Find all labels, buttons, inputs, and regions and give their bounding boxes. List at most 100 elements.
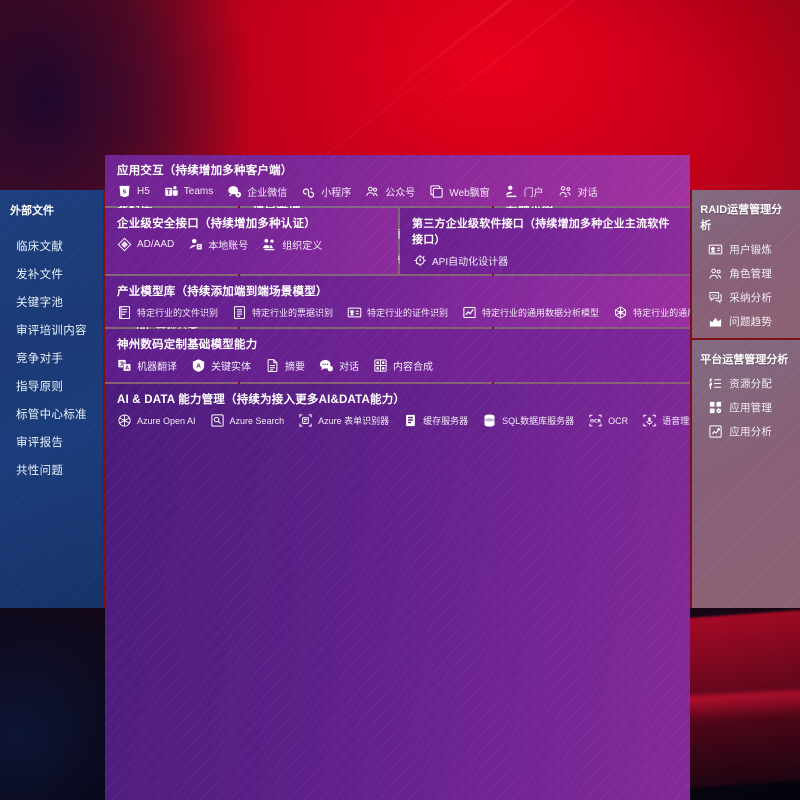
sidebar-item-competitors[interactable]: 竞争对手 bbox=[16, 353, 64, 365]
sidebar-items: 临床文献 发补文件 关键字池 审评培训内容 竞争对手 指导原则 标管中心标准 审… bbox=[10, 232, 103, 484]
sidebar-item-keyword-pool[interactable]: 关键字池 bbox=[16, 297, 64, 309]
interaction-chip-web-window[interactable]: Web飘窗 bbox=[429, 184, 503, 199]
interaction-chip-wecom[interactable]: 企业微信 bbox=[227, 184, 301, 199]
basemodel-chip-label: 对话 bbox=[339, 362, 359, 373]
interaction-chip-teams[interactable]: Teams bbox=[164, 184, 227, 199]
basemodel-chip-label: 内容合成 bbox=[393, 362, 433, 373]
trend-chart-icon bbox=[708, 314, 723, 329]
industry-chip-idcard-recognition[interactable]: 特定行业的证件识别 bbox=[347, 305, 462, 320]
sidebar-item-clinical-literature[interactable]: 临床文献 bbox=[16, 241, 64, 253]
raid-item-user-training[interactable]: 用户锻炼 bbox=[708, 242, 790, 257]
industry-chip-label: 特定行业的通用数据分析模型 bbox=[482, 308, 600, 318]
miniprogram-icon bbox=[301, 184, 316, 199]
form-recognizer-icon bbox=[298, 413, 313, 428]
raid-item-list: 用户锻炼 角色管理 QA 采纳分析 问题趋势 bbox=[700, 242, 790, 329]
aidata-chip-form-recognizer[interactable]: Azure 表单识别器 bbox=[298, 413, 403, 428]
platform-item-label: 应用分析 bbox=[729, 426, 773, 438]
svg-text:OCR: OCR bbox=[590, 418, 601, 424]
right-column: RAID运营管理分析 用户锻炼 角色管理 QA 采纳分析 bbox=[692, 190, 800, 608]
industry-chip-label: 特定行业的通用知识图谱模型 bbox=[633, 308, 690, 318]
raid-item-role-management[interactable]: 角色管理 bbox=[708, 266, 790, 281]
industry-chip-label: 特定行业的证件识别 bbox=[367, 308, 449, 318]
search-box-icon bbox=[210, 413, 225, 428]
interaction-chip-official-account[interactable]: 公众号 bbox=[365, 184, 429, 199]
raid-item-adoption-analysis[interactable]: QA 采纳分析 bbox=[708, 290, 790, 305]
api-gear-icon bbox=[412, 253, 427, 268]
interaction-chip-label: 企业微信 bbox=[247, 188, 288, 199]
industry-chips: 特定行业的文件识别 特定行业的票据识别 特定行业的证件识别 特定行业的通用数据分… bbox=[117, 305, 690, 320]
aidata-chip-azure-search[interactable]: Azure Search bbox=[210, 413, 299, 428]
basemodel-chip-label: 摘要 bbox=[285, 362, 305, 373]
interaction-chip-label: Web飘窗 bbox=[449, 188, 490, 199]
thirdparty-chip-label: API自动化设计器 bbox=[432, 257, 509, 268]
sidebar-item-guidelines[interactable]: 指导原则 bbox=[16, 381, 64, 393]
industry-chip-label: 特定行业的票据识别 bbox=[252, 308, 334, 318]
raid-item-issue-trend[interactable]: 问题趋势 bbox=[708, 314, 790, 329]
interaction-chip-label: 小程序 bbox=[321, 188, 352, 199]
basemodel-chip-content-synthesis[interactable]: 内容合成 bbox=[373, 358, 447, 373]
interaction-chip-portal[interactable]: 门户 bbox=[504, 184, 558, 199]
interaction-chip-label: 门户 bbox=[523, 188, 544, 199]
security-chip-label: 本地账号 bbox=[208, 241, 249, 252]
interaction-chips: 5 H5 Teams 企业微信 小程序 bbox=[117, 184, 680, 199]
aidata-chip-cache-server[interactable]: 缓存服务器 bbox=[403, 413, 482, 428]
aidata-chip-label: 缓存服务器 bbox=[423, 416, 469, 426]
basemodel-chip-dialog[interactable]: 对话 bbox=[319, 358, 373, 373]
panel-raid-analysis: RAID运营管理分析 用户锻炼 角色管理 QA 采纳分析 bbox=[692, 190, 800, 338]
app-analysis-icon bbox=[708, 424, 723, 439]
capability-bands: 应用交互（持续增加多种客户端） 5 H5 Teams 企业微信 bbox=[105, 155, 690, 800]
interaction-chip-h5[interactable]: 5 H5 bbox=[117, 184, 164, 199]
interaction-chip-dialog[interactable]: 对话 bbox=[558, 184, 612, 199]
invoice-recognize-icon bbox=[232, 305, 247, 320]
platform-item-resource-allocation[interactable]: 资源分配 bbox=[708, 376, 790, 391]
voice-icon bbox=[642, 413, 657, 428]
platform-item-app-management[interactable]: 应用管理 bbox=[708, 400, 790, 415]
band-industry-title: 产业模型库（持续添加端到端场景模型） bbox=[117, 286, 328, 298]
basemodel-chip-key-entity[interactable]: A 关键实体 bbox=[191, 358, 265, 373]
interaction-chip-label: H5 bbox=[137, 186, 150, 197]
html5-icon: 5 bbox=[117, 184, 132, 199]
security-chip-org-define[interactable]: 组织定义 bbox=[262, 237, 336, 252]
interaction-chip-label: 公众号 bbox=[385, 188, 416, 199]
cache-server-icon bbox=[403, 413, 418, 428]
svg-text:5: 5 bbox=[123, 189, 127, 195]
interaction-chip-miniprogram[interactable]: 小程序 bbox=[301, 184, 365, 199]
aidata-chip-azure-openai[interactable]: Azure Open AI bbox=[117, 413, 210, 428]
sidebar-item-supplement-files[interactable]: 发补文件 bbox=[16, 269, 64, 281]
platform-item-app-analysis[interactable]: 应用分析 bbox=[708, 424, 790, 439]
security-chip-label: AD/AAD bbox=[137, 239, 175, 250]
sidebar-item-common-issues[interactable]: 共性问题 bbox=[16, 465, 64, 477]
idcard-recognize-icon bbox=[347, 305, 362, 320]
industry-chip-data-analysis-model[interactable]: 特定行业的通用数据分析模型 bbox=[462, 305, 613, 320]
chat-bubble-icon bbox=[319, 358, 334, 373]
industry-chip-knowledge-graph-model[interactable]: 特定行业的通用知识图谱模型 bbox=[613, 305, 690, 320]
svg-text:A: A bbox=[196, 363, 201, 369]
qa-bubble-icon: QA bbox=[708, 290, 723, 305]
aidata-chip-label: SQL数据库服务器 bbox=[502, 416, 575, 426]
industry-chip-file-recognition[interactable]: 特定行业的文件识别 bbox=[117, 305, 232, 320]
portal-user-icon bbox=[504, 184, 519, 199]
sidebar-item-standards-center[interactable]: 标管中心标准 bbox=[16, 409, 87, 421]
ad-diamond-icon bbox=[117, 237, 132, 252]
security-chip-label: 组织定义 bbox=[282, 241, 323, 252]
aidata-chip-voice-understanding[interactable]: 语音理解 bbox=[642, 413, 690, 428]
basemodel-chip-label: 机器翻译 bbox=[137, 362, 177, 373]
data-analysis-icon bbox=[462, 305, 477, 320]
basemodel-chip-summary[interactable]: 摘要 bbox=[265, 358, 319, 373]
aidata-chip-ocr[interactable]: OCR OCR bbox=[588, 413, 642, 428]
panel-raid-title: RAID运营管理分析 bbox=[700, 204, 783, 232]
security-chip-ad-aad[interactable]: AD/AAD bbox=[117, 237, 188, 252]
aidata-chip-label: Azure Open AI bbox=[137, 415, 196, 426]
industry-chip-invoice-recognition[interactable]: 特定行业的票据识别 bbox=[232, 305, 347, 320]
group-people-icon bbox=[708, 266, 723, 281]
thirdparty-chip-api-designer[interactable]: API自动化设计器 bbox=[412, 253, 522, 268]
band-third-party-interface: 第三方企业级软件接口（持续增加多种企业主流软件接口） API自动化设计器 bbox=[400, 208, 690, 274]
split-grid-icon bbox=[373, 358, 388, 373]
app-grid-icon bbox=[708, 400, 723, 415]
sidebar-item-review-report[interactable]: 审评报告 bbox=[16, 437, 64, 449]
aidata-chip-sql-database[interactable]: SQL数据库服务器 bbox=[482, 413, 588, 428]
security-chip-local-account[interactable]: 本地账号 bbox=[188, 237, 262, 252]
sidebar-item-review-training[interactable]: 审评培训内容 bbox=[16, 325, 87, 337]
aidata-chip-label: 语音理解 bbox=[662, 416, 690, 426]
